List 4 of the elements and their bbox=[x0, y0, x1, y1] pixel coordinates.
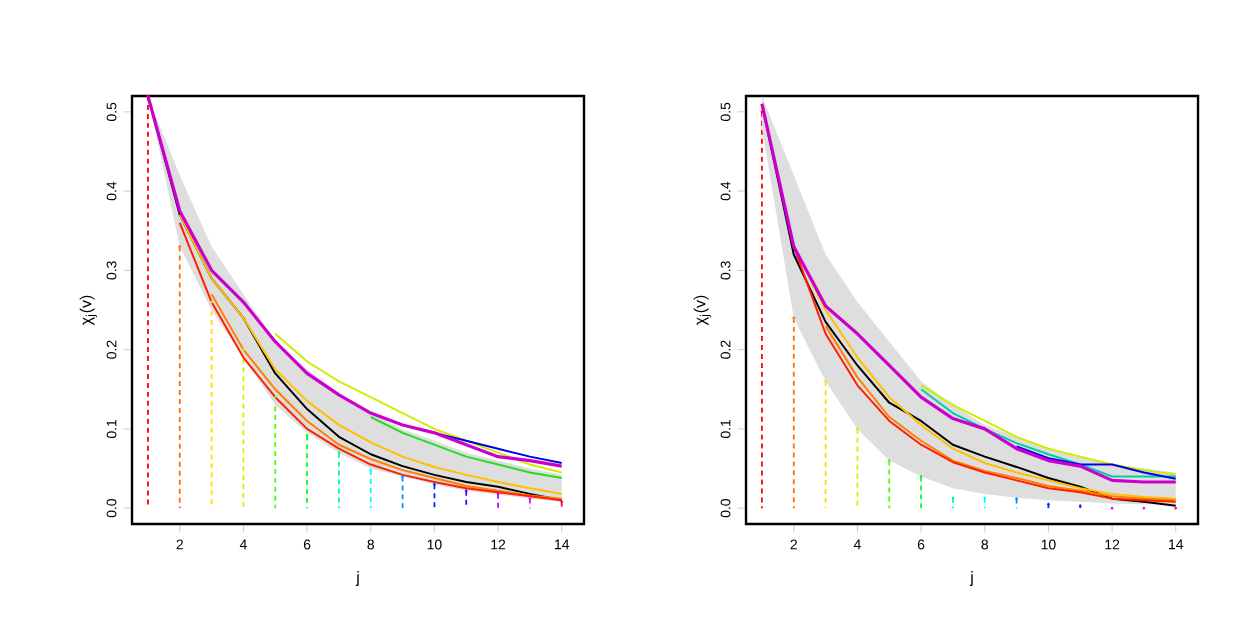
line-series bbox=[824, 324, 1177, 502]
line-series bbox=[274, 332, 563, 474]
line-series bbox=[210, 293, 563, 500]
line-series bbox=[1015, 445, 1177, 480]
